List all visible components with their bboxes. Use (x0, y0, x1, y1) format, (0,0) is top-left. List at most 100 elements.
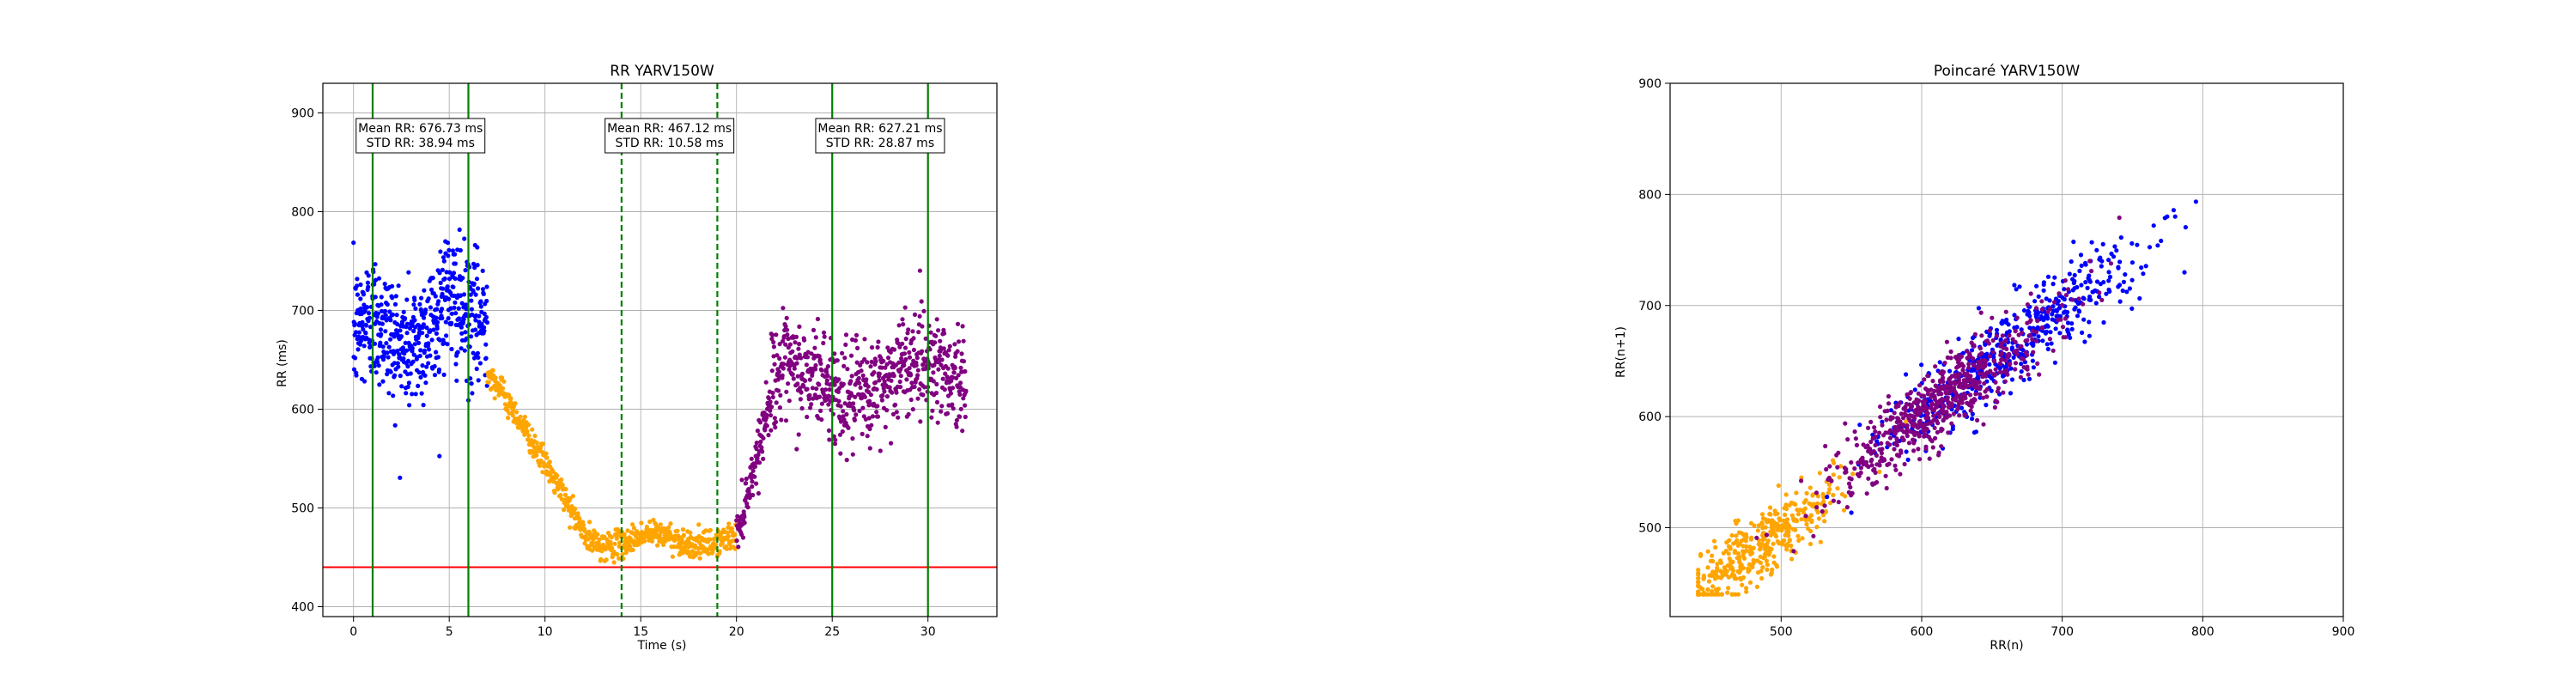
poincare-point (1960, 381, 1965, 386)
rr-point (666, 525, 671, 530)
rr-point (943, 371, 948, 376)
poincare-point (1789, 556, 1795, 562)
rr-point (550, 469, 556, 474)
rr-point (453, 276, 458, 281)
rr-point (791, 376, 796, 381)
rr-point (840, 350, 845, 356)
rr-point (706, 551, 711, 556)
poincare-point (1894, 419, 1899, 425)
rr-point (762, 428, 768, 433)
poincare-point (2052, 275, 2057, 280)
rr-point (573, 506, 578, 512)
rr-point (874, 386, 879, 392)
annotation-box (605, 118, 735, 154)
rr-point (763, 380, 769, 385)
rr-point (811, 396, 816, 401)
rr-point (379, 331, 384, 337)
rr-point (888, 350, 893, 355)
poincare-point (1714, 568, 1719, 574)
rr-point (950, 386, 956, 391)
poincare-point (1733, 519, 1738, 524)
rr-point (869, 423, 874, 428)
rr-point (615, 551, 620, 557)
poincare-point (1892, 410, 1897, 416)
poincare-point (2052, 360, 2057, 365)
poincare-point (1795, 533, 1801, 538)
rr-point (459, 346, 464, 351)
rr-point (373, 262, 378, 267)
poincare-point (1715, 562, 1720, 567)
poincare-point (1778, 540, 1783, 546)
rr-point (644, 524, 650, 530)
rr-point (778, 392, 783, 398)
rr-point (363, 331, 368, 336)
poincare-point (1770, 518, 1775, 523)
poincare-point (1735, 556, 1740, 561)
x-tick-label: 15 (633, 625, 648, 639)
rr-point (776, 369, 782, 374)
poincare-point (1915, 400, 1920, 405)
poincare-x-axis-label: RR(n) (1990, 639, 2023, 653)
rr-point (957, 414, 963, 419)
poincare-point (1882, 409, 1887, 414)
poincare-point (2100, 241, 2105, 246)
rr-point (802, 337, 807, 343)
rr-point (468, 292, 473, 297)
poincare-point (1782, 538, 1787, 543)
poincare-point (2045, 309, 2050, 314)
rr-point (952, 342, 957, 347)
rr-point (437, 453, 442, 459)
poincare-point (1698, 551, 1704, 556)
poincare-point (2041, 317, 2046, 323)
rr-point (915, 396, 920, 401)
rr-point (482, 325, 487, 330)
poincare-point (1786, 529, 1791, 534)
rr-point (859, 368, 864, 374)
poincare-point (1907, 396, 1912, 401)
rr-point (374, 277, 379, 283)
poincare-point (1786, 526, 1792, 531)
poincare-point (1889, 457, 1894, 462)
rr-point (769, 368, 775, 374)
rr-point (841, 381, 847, 386)
poincare-point (2111, 254, 2117, 259)
poincare-point (1806, 526, 1811, 532)
rr-tick-labels: 0 5 10 15 20 25 30 400 500 600 700 800 900 (291, 107, 935, 640)
poincare-point (2082, 339, 2087, 344)
rr-point (610, 545, 615, 550)
rr-point (440, 286, 446, 291)
poincare-point (2141, 271, 2146, 277)
rr-point (628, 536, 633, 541)
rr-point (956, 339, 962, 344)
poincare-point (1795, 512, 1801, 517)
rr-point (412, 297, 417, 302)
annotation-mean: Mean RR: 627.21 ms (817, 122, 942, 136)
rr-point (942, 331, 947, 336)
poincare-point (1955, 406, 1960, 412)
poincare-point (1937, 386, 1942, 392)
rr-point (865, 360, 870, 365)
rr-point (907, 350, 912, 355)
poincare-point (1957, 398, 1962, 404)
rr-point (710, 548, 715, 553)
rr-point (958, 406, 963, 411)
rr-point (742, 520, 747, 526)
poincare-point (1933, 435, 1938, 441)
rr-point (896, 415, 901, 420)
poincare-point (2044, 342, 2050, 347)
rr-point (681, 532, 687, 538)
rr-point (739, 477, 744, 483)
rr-point (932, 362, 937, 368)
poincare-point (1976, 359, 1981, 364)
poincare-point (1827, 464, 1832, 469)
rr-point (775, 377, 781, 382)
rr-point (797, 342, 802, 347)
rr-point (404, 391, 409, 396)
rr-point (917, 386, 922, 392)
rr-point (857, 408, 862, 414)
poincare-point (1904, 372, 1909, 377)
poincare-point (1807, 485, 1813, 490)
poincare-point (1726, 551, 1731, 556)
rr-point (945, 374, 950, 380)
